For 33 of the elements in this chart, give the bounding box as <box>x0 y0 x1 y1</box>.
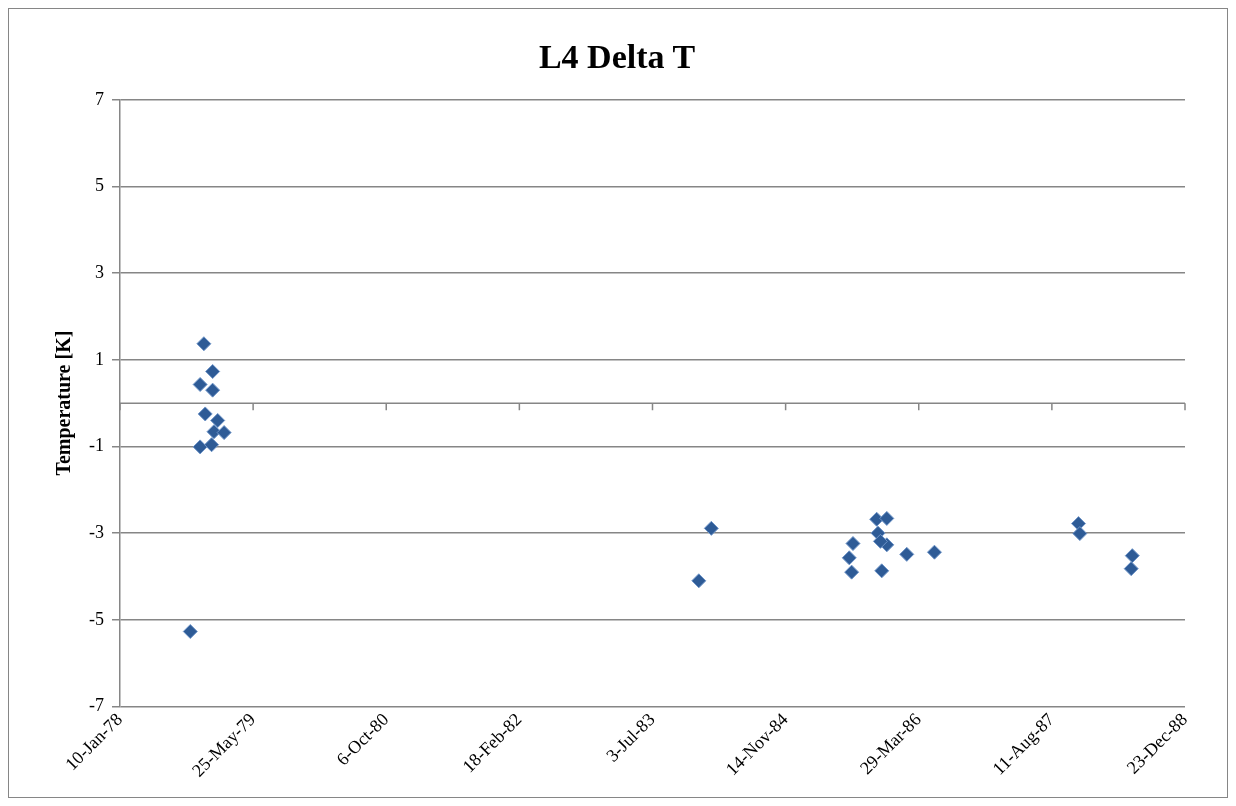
point <box>1124 548 1140 564</box>
point <box>216 425 232 441</box>
point <box>872 533 888 549</box>
point <box>691 573 707 589</box>
point <box>879 510 895 526</box>
point <box>197 406 213 422</box>
point <box>841 550 857 566</box>
point <box>192 377 208 392</box>
y-tick-label: 7 <box>94 88 104 109</box>
y-tick-label: -7 <box>88 695 104 716</box>
point <box>1123 561 1139 577</box>
y-tick-label: -5 <box>88 608 104 629</box>
point <box>196 336 212 352</box>
y-tick-label: 1 <box>94 348 104 369</box>
y-tick-label: -1 <box>88 435 104 456</box>
chart-title: L4 Delta T <box>538 38 696 76</box>
y-axis-title: Temperature [K] <box>52 330 76 476</box>
y-tick-label: 5 <box>94 175 104 196</box>
point <box>210 412 226 428</box>
point <box>204 437 220 453</box>
point <box>205 382 221 398</box>
point <box>182 624 198 639</box>
point <box>192 439 208 455</box>
point <box>703 520 719 536</box>
point <box>845 536 861 552</box>
y-tick-label: -3 <box>88 521 104 542</box>
point <box>1072 526 1088 542</box>
point <box>844 564 860 580</box>
y-tick-label: 3 <box>94 261 104 282</box>
point <box>874 563 890 579</box>
point <box>205 364 221 379</box>
point <box>926 544 942 560</box>
point <box>899 546 915 562</box>
